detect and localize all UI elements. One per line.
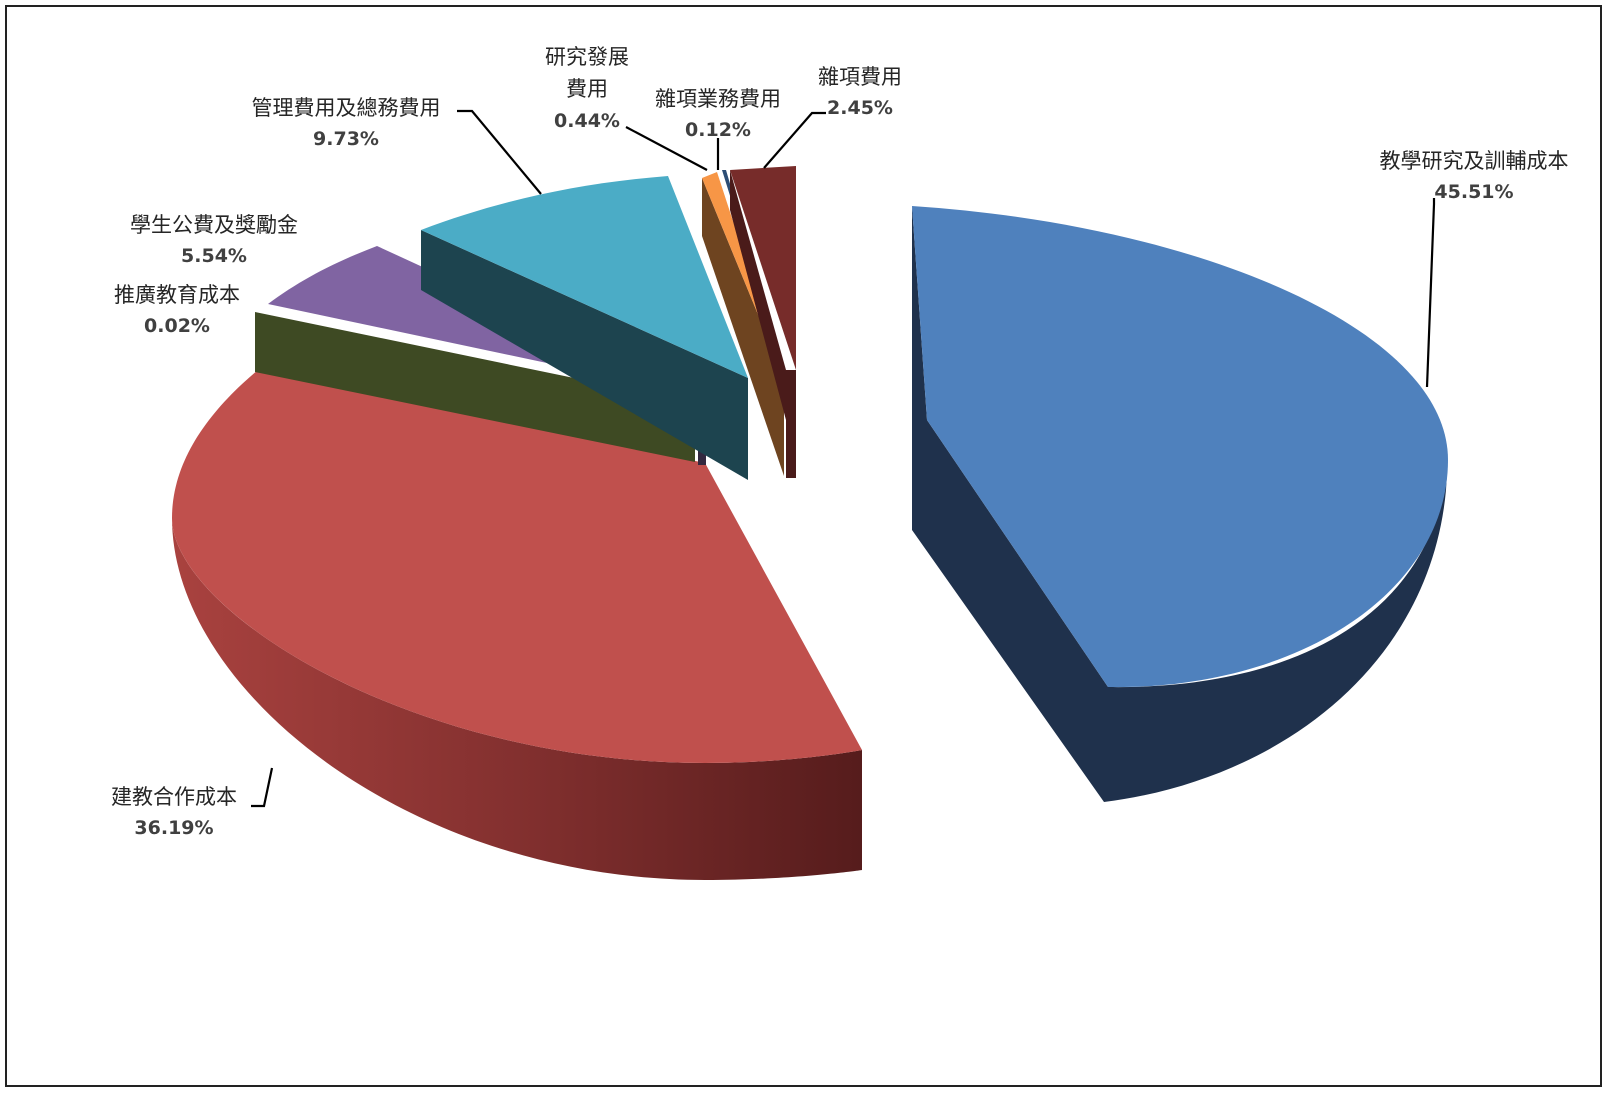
pie-slice-3 (255, 312, 695, 462)
slice-8-top (730, 166, 796, 370)
slice-1-side (912, 206, 1448, 802)
label-pct-3: 0.02% (144, 315, 210, 337)
label-pct-2: 36.19% (134, 817, 213, 839)
label-pct-4: 5.54% (181, 245, 247, 267)
pie-slice-8 (730, 166, 796, 478)
data-label-5: 管理費用及總務費用 9.73% (252, 96, 441, 150)
label-name-1: 教學研究及訓輔成本 (1380, 149, 1569, 173)
slice-8-side-left (730, 170, 786, 420)
leader-line-1 (1425, 198, 1436, 388)
label-pct-5: 9.73% (313, 128, 379, 150)
slice-1-top (912, 206, 1448, 688)
data-label-2: 建教合作成本 36.19% (111, 785, 237, 839)
pie-slice-2 (172, 370, 862, 880)
label-pct-8: 2.45% (827, 97, 893, 119)
slice-5-side (421, 230, 748, 480)
slice-6-side (702, 178, 784, 476)
data-label-7: 雜項業務費用 0.12% (655, 87, 781, 141)
leader-line-5 (457, 109, 542, 195)
leader-line-2 (251, 767, 274, 808)
data-label-3: 推廣教育成本 0.02% (114, 283, 240, 337)
label-name-2: 建教合作成本 (111, 785, 237, 809)
label-name-6b: 費用 (566, 77, 608, 101)
label-name-7: 雜項業務費用 (655, 87, 781, 111)
data-label-1: 教學研究及訓輔成本 45.51% (1380, 149, 1569, 203)
pie-slice-1 (912, 206, 1448, 802)
slice-8-side (786, 370, 796, 478)
leader-line-6 (625, 126, 708, 171)
data-label-8: 雜項費用 2.45% (818, 65, 902, 119)
label-name-5: 管理費用及總務費用 (252, 96, 441, 120)
label-name-4: 學生公費及獎勵金 (130, 213, 298, 237)
data-label-6: 研究發展 費用 0.44% (545, 45, 629, 132)
leader-line-8 (763, 111, 826, 169)
label-name-8: 雜項費用 (818, 65, 902, 89)
label-pct-7: 0.12% (685, 119, 751, 141)
slice-3-side (255, 312, 695, 462)
label-pct-1: 45.51% (1434, 181, 1513, 203)
data-label-4: 學生公費及獎勵金 5.54% (130, 213, 298, 267)
label-name-6a: 研究發展 (545, 45, 629, 69)
slice-2-top (172, 370, 862, 763)
pie-slice-5 (421, 176, 748, 480)
label-name-3: 推廣教育成本 (114, 283, 240, 307)
label-pct-6: 0.44% (554, 110, 620, 132)
slice-2-side (172, 518, 862, 880)
slice-5-top (421, 176, 748, 378)
